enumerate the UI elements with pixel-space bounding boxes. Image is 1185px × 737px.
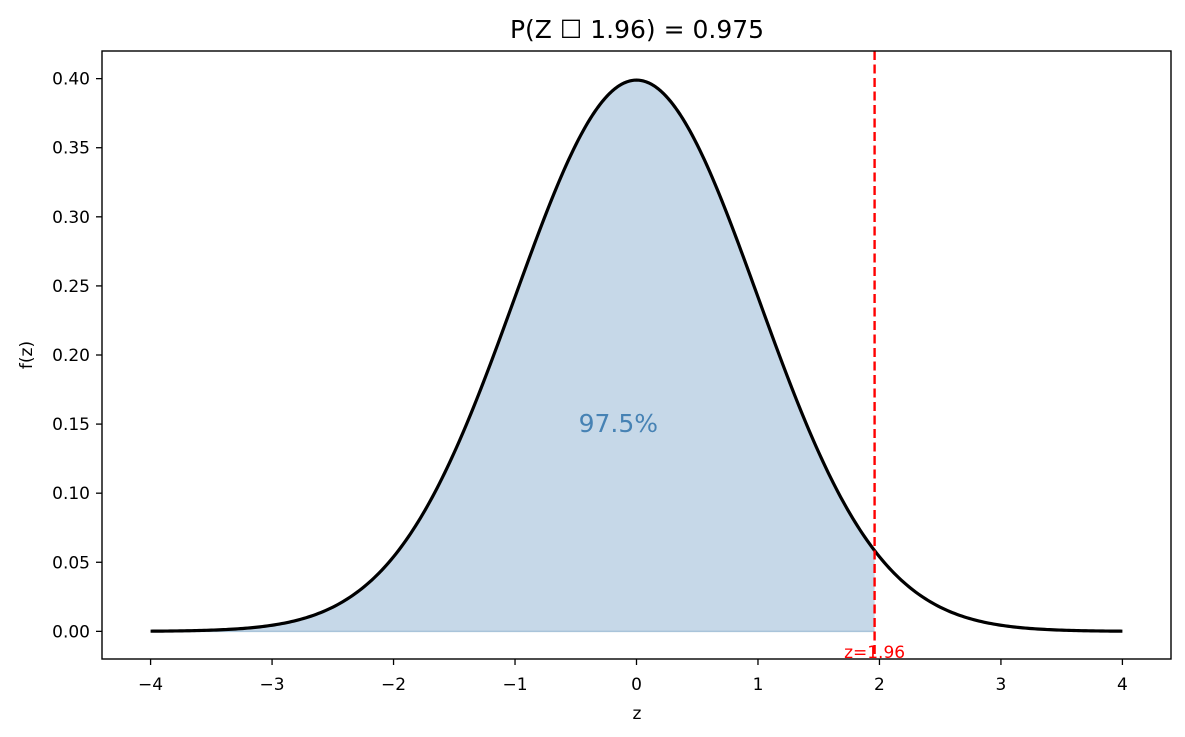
x-tick-label: 2: [874, 675, 885, 695]
x-axis-label: z: [633, 704, 642, 724]
x-tick-label: −2: [381, 675, 406, 695]
y-tick-label: 0.30: [52, 208, 90, 228]
y-axis: 0.00 0.05 0.10 0.15 0.20 0.25 0.30 0.35 0.40: [52, 70, 102, 642]
pdf-curve: [150, 78, 1123, 633]
chart-title: P(Z ☐ 1.96) = 0.975: [510, 15, 764, 44]
y-tick-label: 0.10: [52, 484, 90, 504]
x-tick-label: −4: [138, 675, 163, 695]
y-tick-label: 0.40: [52, 70, 90, 90]
x-tick-label: 4: [1117, 675, 1128, 695]
y-tick-label: 0.05: [52, 553, 90, 573]
area-percentage-label: 97.5%: [579, 409, 658, 438]
x-tick-label: 0: [631, 675, 642, 695]
y-tick-label: 0.25: [52, 277, 90, 297]
x-tick-label: 3: [996, 675, 1007, 695]
x-tick-label: 1: [753, 675, 764, 695]
y-axis-label: f(z): [17, 341, 37, 369]
y-tick-label: 0.15: [52, 415, 90, 435]
y-tick-label: 0.20: [52, 346, 90, 366]
x-tick-label: −1: [502, 675, 527, 695]
threshold-label: z=1.96: [844, 643, 905, 663]
y-tick-label: 0.35: [52, 139, 90, 159]
shaded-area: [150, 80, 875, 632]
y-tick-label: 0.00: [52, 622, 90, 642]
x-axis: −4 −3 −2 −1 0 1 2 3 4: [138, 659, 1128, 695]
x-tick-label: −3: [260, 675, 285, 695]
plot-area: z=1.96 97.5%: [150, 51, 1123, 663]
